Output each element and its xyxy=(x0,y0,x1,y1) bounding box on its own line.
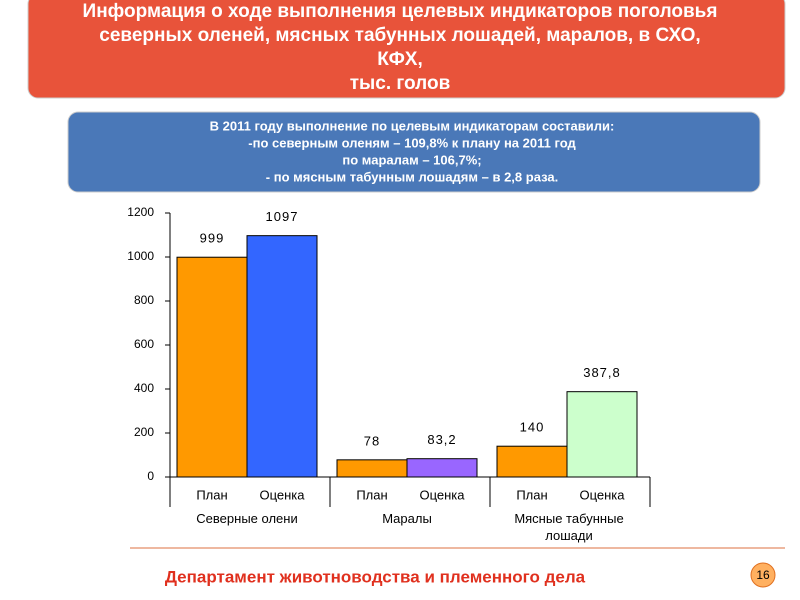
y-tick-label: 1200 xyxy=(127,205,154,219)
title-line: северных оленей, мясных табунных лошадей… xyxy=(99,25,700,46)
x-tick-label: План xyxy=(516,487,547,502)
bar xyxy=(406,458,478,478)
y-tick-label: 1000 xyxy=(127,249,154,263)
x-tick-label: План xyxy=(356,487,387,502)
y-tick-label: 800 xyxy=(134,293,154,307)
group-label: Маралы xyxy=(382,511,432,526)
bar xyxy=(246,235,318,478)
y-tick-label: 200 xyxy=(134,425,154,439)
note-box xyxy=(67,111,761,193)
x-tick-label: Оценка xyxy=(419,487,465,502)
value-label: 140 xyxy=(520,420,545,435)
bar xyxy=(176,256,248,478)
bar xyxy=(496,445,568,478)
title-line: тыс. голов xyxy=(350,73,451,94)
value-label: 999 xyxy=(200,231,225,246)
value-label: 387,8 xyxy=(583,365,621,380)
y-tick-label: 600 xyxy=(134,337,154,351)
y-tick-label: 400 xyxy=(134,381,154,395)
value-label: 78 xyxy=(364,433,380,448)
group-label: Северные олени xyxy=(196,511,298,526)
title-line: КФХ, xyxy=(377,49,423,70)
note-line: по маралам – 106,7%; xyxy=(342,152,481,167)
bar xyxy=(336,459,408,478)
y-tick-label: 0 xyxy=(147,469,154,483)
x-tick-label: План xyxy=(196,487,227,502)
x-tick-label: Оценка xyxy=(259,487,305,502)
group-label: Мясные табунные лошади xyxy=(514,511,624,543)
note-line: В 2011 году выполнение по целевым индика… xyxy=(210,118,615,133)
bar xyxy=(566,391,638,478)
page-badge xyxy=(750,562,776,588)
footer: Департамент животноводства и племенного … xyxy=(165,567,586,586)
note-line: - по мясным табунным лошадям – в 2,8 раз… xyxy=(266,169,558,184)
value-label: 83,2 xyxy=(427,432,456,447)
title-line: Информация о ходе выполнения целевых инд… xyxy=(83,1,718,22)
page-number: 16 xyxy=(756,568,770,582)
value-label: 1097 xyxy=(266,209,299,224)
x-tick-label: Оценка xyxy=(579,487,625,502)
title-box xyxy=(27,0,786,99)
note-line: -по северным оленям – 109,8% к плану на … xyxy=(248,135,576,150)
